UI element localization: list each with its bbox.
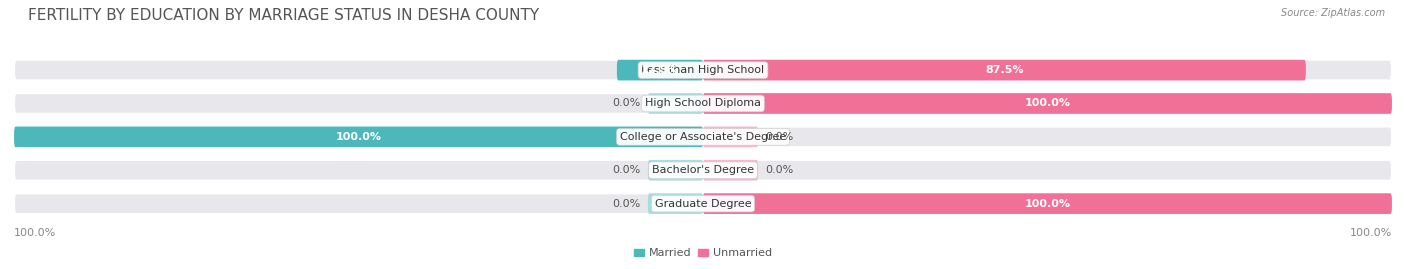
Text: 100.0%: 100.0% [14,228,56,238]
Text: 87.5%: 87.5% [986,65,1024,75]
Text: Graduate Degree: Graduate Degree [655,199,751,209]
Text: 0.0%: 0.0% [765,165,793,175]
FancyBboxPatch shape [703,93,1392,114]
Text: Source: ZipAtlas.com: Source: ZipAtlas.com [1281,8,1385,18]
Text: Less than High School: Less than High School [641,65,765,75]
FancyBboxPatch shape [14,126,703,147]
FancyBboxPatch shape [14,160,1392,180]
FancyBboxPatch shape [648,193,703,214]
FancyBboxPatch shape [703,60,1306,80]
Text: Bachelor's Degree: Bachelor's Degree [652,165,754,175]
Legend: Married, Unmarried: Married, Unmarried [630,244,776,263]
Text: 0.0%: 0.0% [765,132,793,142]
Text: 100.0%: 100.0% [1025,98,1070,108]
FancyBboxPatch shape [648,160,703,180]
FancyBboxPatch shape [648,93,703,114]
FancyBboxPatch shape [703,126,758,147]
Text: 0.0%: 0.0% [613,165,641,175]
FancyBboxPatch shape [617,60,703,80]
FancyBboxPatch shape [14,193,1392,214]
Text: 100.0%: 100.0% [1025,199,1070,209]
FancyBboxPatch shape [703,160,758,180]
FancyBboxPatch shape [703,193,1392,214]
Text: College or Associate's Degree: College or Associate's Degree [620,132,786,142]
Text: 0.0%: 0.0% [613,199,641,209]
Text: 100.0%: 100.0% [1350,228,1392,238]
Text: FERTILITY BY EDUCATION BY MARRIAGE STATUS IN DESHA COUNTY: FERTILITY BY EDUCATION BY MARRIAGE STATU… [28,8,540,23]
Text: High School Diploma: High School Diploma [645,98,761,108]
Text: 100.0%: 100.0% [336,132,381,142]
Text: 12.5%: 12.5% [641,65,679,75]
FancyBboxPatch shape [14,60,1392,80]
FancyBboxPatch shape [14,93,1392,114]
FancyBboxPatch shape [14,126,1392,147]
Text: 0.0%: 0.0% [613,98,641,108]
